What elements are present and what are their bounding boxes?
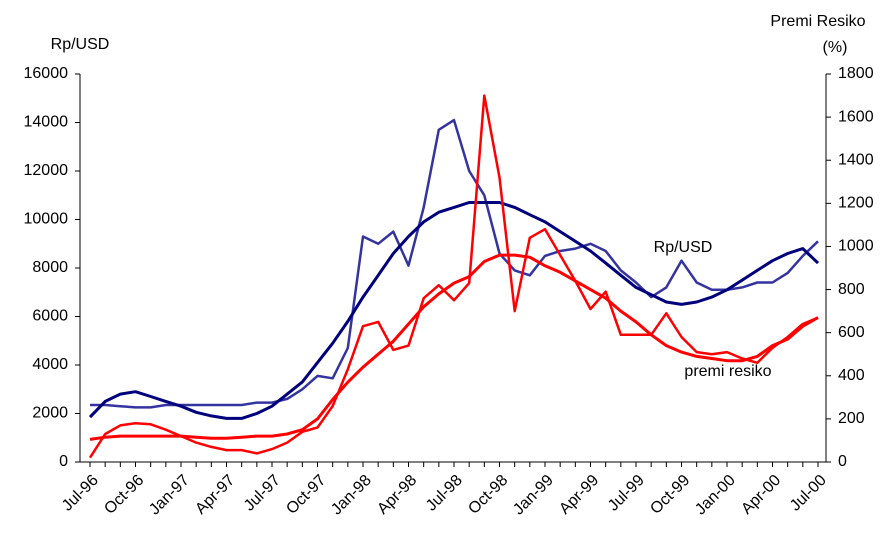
y2-tick-label: 800 — [838, 281, 865, 298]
y2-axis-title: Premi Resiko — [770, 13, 865, 30]
series-line — [89, 253, 819, 441]
x-tick-label: Jan-00 — [692, 472, 739, 519]
x-tick-label: Oct-97 — [283, 472, 329, 518]
y-tick-label: 0 — [59, 453, 68, 470]
y2-tick-label: 1200 — [838, 195, 874, 212]
annotation: Rp/USD — [654, 239, 713, 256]
x-tick-label: Apr-00 — [738, 472, 784, 518]
x-tick-label: Jul-00 — [787, 472, 830, 515]
x-tick-label: Oct-96 — [101, 472, 147, 518]
y-tick-label: 8000 — [32, 259, 68, 276]
y2-tick-label: 1400 — [838, 151, 874, 168]
x-tick-label: Apr-98 — [374, 472, 420, 518]
y2-tick-label: 1600 — [838, 108, 874, 125]
series-line — [90, 118, 819, 409]
x-tick-label: Apr-97 — [192, 472, 238, 518]
x-tick-label: Jul-99 — [605, 472, 648, 515]
series-line — [88, 201, 820, 420]
x-tick-label: Oct-99 — [647, 472, 693, 518]
y2-tick-label: 1000 — [838, 238, 874, 255]
y2-tick-label: 1800 — [838, 65, 874, 82]
y-tick-label: 12000 — [24, 162, 69, 179]
y-axis-title: Rp/USD — [51, 36, 110, 53]
annotation: premi resiko — [684, 363, 771, 380]
y-tick-label: 4000 — [32, 356, 68, 373]
y-tick-label: 2000 — [32, 405, 68, 422]
y-tick-label: 14000 — [24, 114, 69, 131]
x-tick-label: Oct-98 — [465, 472, 511, 518]
x-tick-label: Jul-97 — [241, 472, 284, 515]
x-tick-label: Jul-96 — [59, 472, 102, 515]
x-tick-label: Jan-97 — [146, 472, 193, 519]
y-tick-label: 16000 — [24, 65, 69, 82]
y2-tick-label: 0 — [838, 453, 847, 470]
y2-tick-label: 200 — [838, 410, 865, 427]
y-tick-label: 10000 — [24, 211, 69, 228]
x-tick-label: Apr-99 — [556, 472, 602, 518]
series-line — [88, 94, 819, 459]
y2-tick-label: 400 — [838, 367, 865, 384]
y2-tick-label: 600 — [838, 324, 865, 341]
x-tick-label: Jan-99 — [510, 472, 557, 519]
y2-axis-unit: (%) — [823, 39, 848, 56]
y-tick-label: 6000 — [32, 308, 68, 325]
x-tick-label: Jul-98 — [423, 472, 466, 515]
x-tick-label: Jan-98 — [328, 472, 375, 519]
